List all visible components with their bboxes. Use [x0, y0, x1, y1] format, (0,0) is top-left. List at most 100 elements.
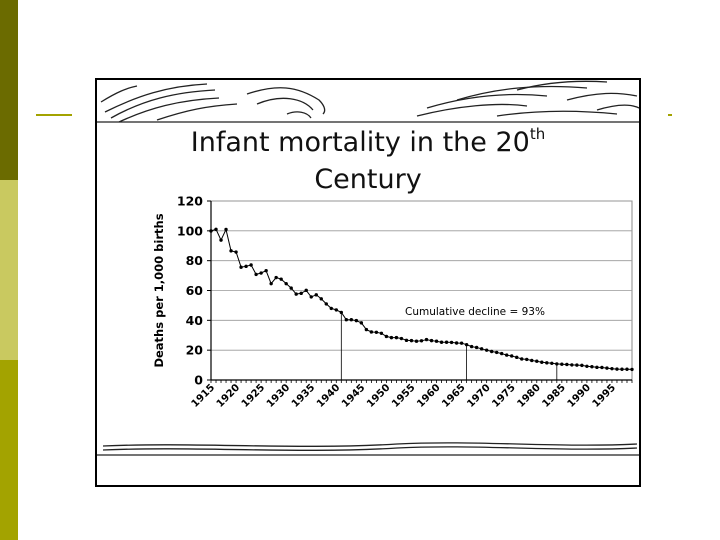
data-point [334, 308, 338, 312]
data-point [570, 363, 574, 367]
data-point [469, 344, 474, 349]
data-point [284, 281, 288, 286]
data-point [434, 339, 439, 343]
y-tick-label: 80 [186, 253, 204, 268]
data-point [535, 359, 539, 363]
x-tick-label: 1955 [390, 382, 417, 409]
x-tick-label: 1980 [515, 382, 542, 409]
data-point [419, 339, 424, 343]
x-tick-label: 1930 [265, 382, 292, 409]
chart-image-frame: Infant mortality in the 20th Century 0 20… [95, 78, 641, 487]
data-point [259, 271, 263, 275]
data-point [494, 350, 499, 355]
data-point [600, 365, 604, 370]
data-point [254, 272, 258, 277]
data-point [319, 297, 323, 301]
slide-stripe-light [0, 180, 18, 360]
slide-stripe-dark [0, 0, 18, 180]
data-point [454, 341, 459, 345]
data-point [369, 330, 374, 334]
data-point [299, 291, 303, 296]
data-point [349, 318, 354, 322]
x-tick-label: 1985 [540, 382, 567, 409]
data-point [364, 327, 369, 332]
data-point [525, 357, 529, 362]
data-point [520, 357, 524, 361]
data-point [625, 367, 629, 371]
data-point [344, 318, 349, 322]
y-tick-label: 20 [186, 343, 204, 358]
data-point [274, 275, 278, 280]
data-point [409, 338, 414, 343]
data-point [444, 340, 449, 344]
data-point [449, 340, 454, 345]
data-point [219, 238, 223, 242]
data-point [329, 306, 333, 311]
y-tick-label: 40 [186, 313, 204, 328]
data-point [214, 227, 218, 232]
data-point [389, 335, 394, 340]
data-point [379, 331, 384, 336]
x-tick-label: 1945 [340, 382, 367, 409]
data-point [474, 345, 479, 350]
x-tick-label: 1990 [566, 382, 593, 409]
data-point [244, 264, 248, 269]
data-point [515, 355, 519, 360]
data-point [374, 330, 379, 334]
y-axis-label: Deaths per 1,000 births [152, 213, 166, 367]
data-point [489, 349, 494, 354]
data-point [505, 353, 509, 357]
chart-title-superscript: th [529, 125, 546, 143]
data-point [404, 338, 409, 343]
data-point [484, 348, 489, 352]
x-tick-label: 1950 [365, 382, 392, 409]
data-point [540, 360, 544, 364]
data-point [304, 288, 308, 293]
data-point [359, 321, 364, 325]
data-point [555, 362, 559, 366]
data-point [234, 250, 238, 254]
slide-accent-line-right [668, 114, 672, 116]
chart-title-line2: Century [314, 164, 422, 195]
data-point [530, 358, 534, 363]
x-tick-label: 1920 [215, 382, 242, 409]
data-point [239, 265, 243, 269]
data-point [324, 302, 328, 306]
data-point [610, 366, 614, 371]
data-point [249, 263, 253, 267]
data-point [314, 293, 318, 297]
data-point [560, 362, 564, 366]
data-point [590, 365, 594, 369]
data-point [229, 249, 233, 253]
data-point [339, 310, 344, 315]
data-point [309, 295, 313, 299]
x-tick-label: 1965 [440, 382, 467, 409]
data-point [459, 341, 464, 345]
data-point [630, 367, 634, 372]
x-tick-label: 1940 [315, 382, 342, 409]
data-point [384, 334, 389, 339]
data-point [414, 339, 419, 343]
data-point [439, 340, 444, 344]
data-point [209, 229, 213, 233]
data-point [550, 361, 554, 365]
data-point [585, 364, 589, 368]
data-point [595, 365, 599, 370]
data-point [575, 363, 579, 367]
decorative-border-art [97, 80, 639, 456]
slide-accent-line-left [36, 114, 72, 116]
data-point [289, 286, 293, 290]
data-point [354, 318, 359, 323]
data-point [294, 292, 298, 296]
data-point [620, 367, 624, 371]
data-point [479, 347, 484, 351]
y-tick-label: 60 [186, 283, 204, 298]
y-tick-label: 120 [177, 194, 203, 209]
y-tick-label: 100 [177, 223, 203, 238]
data-point [565, 362, 569, 367]
data-point [510, 354, 514, 358]
data-point [424, 337, 429, 342]
data-point [224, 227, 228, 232]
data-point [545, 361, 549, 365]
